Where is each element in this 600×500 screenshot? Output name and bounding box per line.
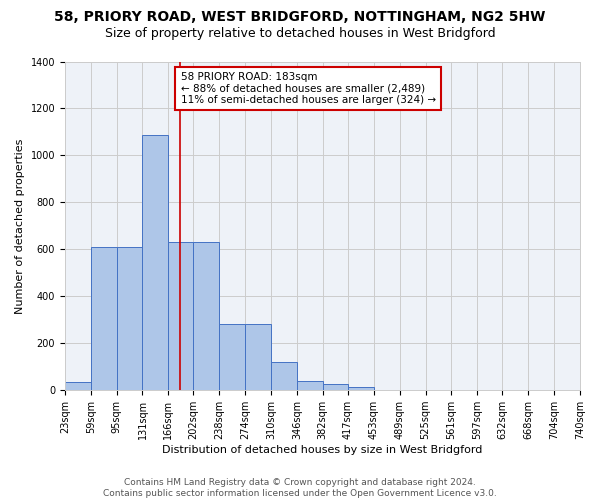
Text: Contains HM Land Registry data © Crown copyright and database right 2024.
Contai: Contains HM Land Registry data © Crown c… <box>103 478 497 498</box>
Text: 58, PRIORY ROAD, WEST BRIDGFORD, NOTTINGHAM, NG2 5HW: 58, PRIORY ROAD, WEST BRIDGFORD, NOTTING… <box>55 10 545 24</box>
Bar <box>142 136 167 390</box>
Bar <box>323 384 348 390</box>
Bar <box>220 324 245 390</box>
Bar <box>245 324 271 390</box>
Bar <box>116 246 142 390</box>
Bar <box>297 381 323 390</box>
Bar <box>91 246 116 390</box>
Bar <box>348 386 374 390</box>
Bar <box>167 242 193 390</box>
Bar <box>271 362 297 390</box>
X-axis label: Distribution of detached houses by size in West Bridgford: Distribution of detached houses by size … <box>162 445 482 455</box>
Bar <box>65 382 91 390</box>
Bar <box>193 242 220 390</box>
Text: 58 PRIORY ROAD: 183sqm
← 88% of detached houses are smaller (2,489)
11% of semi-: 58 PRIORY ROAD: 183sqm ← 88% of detached… <box>181 72 436 106</box>
Y-axis label: Number of detached properties: Number of detached properties <box>15 138 25 314</box>
Text: Size of property relative to detached houses in West Bridgford: Size of property relative to detached ho… <box>104 28 496 40</box>
